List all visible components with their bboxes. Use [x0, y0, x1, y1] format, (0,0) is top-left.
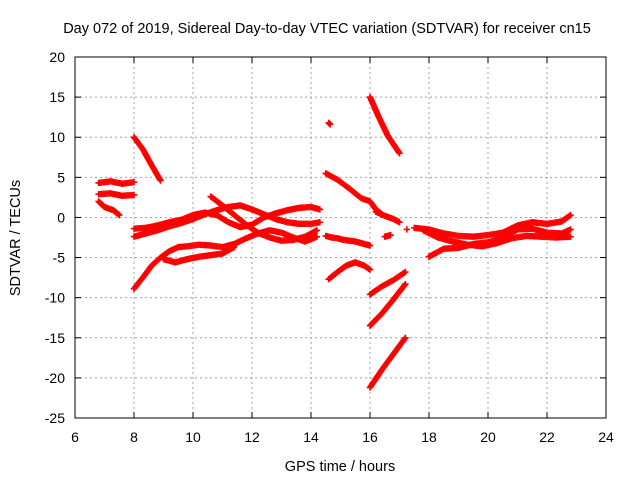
- x-tick-label: 8: [130, 429, 138, 445]
- series-arc-l: [366, 93, 403, 157]
- data-point: [401, 335, 408, 343]
- data-point: [402, 280, 409, 288]
- data-point: [396, 219, 403, 226]
- y-tick-label: -5: [53, 250, 66, 266]
- data-point: [401, 269, 408, 276]
- data-point: [313, 233, 321, 240]
- data-point: [313, 227, 321, 234]
- series-arc-f: [130, 227, 321, 293]
- series-arc-p: [366, 334, 409, 391]
- y-tick-label: -10: [45, 290, 65, 306]
- series-arc-g: [160, 243, 238, 266]
- data-point: [401, 282, 408, 289]
- y-tick-label: 5: [57, 169, 65, 185]
- x-tick-label: 16: [362, 429, 378, 445]
- x-tick-label: 20: [480, 429, 496, 445]
- x-tick-label: 14: [303, 429, 319, 445]
- data-point: [157, 177, 164, 184]
- data-point: [115, 211, 122, 218]
- y-tick-label: 0: [57, 209, 65, 225]
- series-arc-k: [325, 119, 334, 128]
- data-point: [402, 334, 409, 341]
- series-arc-r: [403, 226, 411, 233]
- data-point: [326, 121, 334, 128]
- data-point: [366, 266, 374, 273]
- data-point: [396, 150, 403, 157]
- x-tick-label: 10: [185, 429, 201, 445]
- y-tick-label: -25: [45, 410, 65, 426]
- series-arc-i: [322, 232, 374, 249]
- data-point: [366, 242, 374, 249]
- data-point: [231, 243, 238, 251]
- data-point: [130, 191, 138, 199]
- series-arc-o: [366, 280, 409, 329]
- series-arc-a-upper: [95, 178, 138, 187]
- chart-title: Day 072 of 2019, Sidereal Day-to-day VTE…: [63, 21, 591, 37]
- plot-frame: [74, 56, 607, 419]
- axis-ticks: 6 8 10 12 14 16 18 20 22 24 -25 -20 -15 -10 -5 0 5 10 15 20: [45, 49, 614, 445]
- y-tick-label: 15: [49, 89, 65, 105]
- y-tick-label: -15: [45, 330, 65, 346]
- data-point: [566, 212, 573, 220]
- series-arc-u: [419, 227, 574, 250]
- data-point: [316, 206, 324, 213]
- data-point: [567, 233, 574, 240]
- grid-lines: [75, 57, 606, 418]
- data-point: [130, 178, 138, 186]
- series-arc-n: [366, 268, 409, 298]
- y-tick-label: 10: [49, 129, 65, 145]
- series-arc-m: [372, 208, 403, 226]
- series-arc-a-low: [95, 198, 123, 219]
- data-point: [403, 226, 411, 233]
- x-tick-label: 24: [598, 429, 614, 445]
- x-tick-label: 6: [71, 429, 79, 445]
- data-point: [567, 211, 574, 219]
- x-tick-label: 18: [421, 429, 437, 445]
- series-arc-b: [130, 134, 164, 184]
- y-tick-label: 20: [49, 49, 65, 65]
- data-point: [387, 231, 394, 239]
- data-point: [116, 211, 123, 219]
- data-point: [402, 268, 409, 276]
- x-tick-label: 12: [244, 429, 260, 445]
- series-arc-a-mid: [95, 190, 138, 199]
- series-arc-q: [381, 231, 394, 240]
- series-arc-j: [325, 259, 374, 283]
- y-axis-label: SDTVAR / TECUs: [8, 180, 24, 296]
- x-tick-label: 22: [539, 429, 555, 445]
- y-tick-label: -20: [45, 370, 65, 386]
- x-axis-label: GPS time / hours: [285, 459, 395, 475]
- data-point: [316, 219, 324, 226]
- data-point: [567, 226, 574, 233]
- data-point: [365, 265, 373, 272]
- data-points: [95, 93, 574, 391]
